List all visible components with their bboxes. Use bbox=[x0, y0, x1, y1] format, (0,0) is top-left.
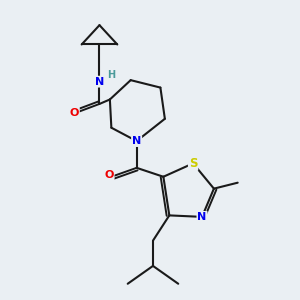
Text: H: H bbox=[107, 70, 115, 80]
Text: S: S bbox=[189, 157, 197, 170]
Text: N: N bbox=[132, 136, 141, 146]
Text: N: N bbox=[95, 76, 104, 87]
Text: O: O bbox=[104, 170, 114, 180]
Text: N: N bbox=[197, 212, 207, 222]
Text: O: O bbox=[70, 108, 79, 118]
